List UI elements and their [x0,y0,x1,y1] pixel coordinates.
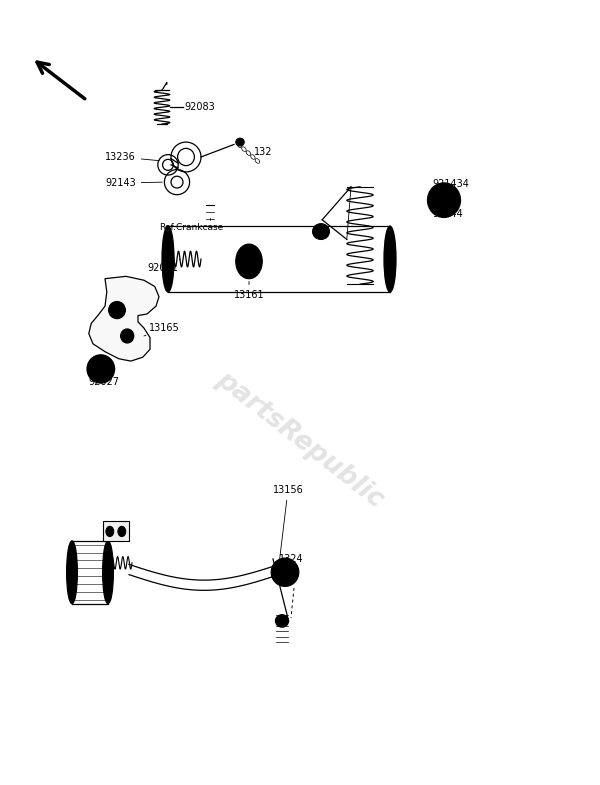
Text: 13236: 13236 [105,152,159,162]
Ellipse shape [103,541,113,604]
Ellipse shape [94,362,107,376]
Text: 13165: 13165 [144,323,179,336]
Ellipse shape [106,526,114,537]
Circle shape [236,244,262,279]
Text: partsRepublic: partsRepublic [211,367,389,513]
Polygon shape [89,276,159,361]
Text: 92083: 92083 [185,102,215,112]
Ellipse shape [109,301,125,319]
Text: 92143: 92143 [105,178,162,188]
Text: 92027: 92027 [89,377,120,386]
Text: Ref.Crankcase: Ref.Crankcase [159,218,223,232]
Ellipse shape [427,183,461,217]
Text: 13156: 13156 [272,485,304,561]
Ellipse shape [162,226,174,292]
Text: 92001: 92001 [147,259,180,273]
Ellipse shape [271,558,299,586]
Ellipse shape [121,329,134,343]
Ellipse shape [67,541,77,604]
Ellipse shape [313,224,329,239]
Text: 921434: 921434 [432,179,469,188]
Ellipse shape [87,355,115,383]
Ellipse shape [384,226,396,292]
Ellipse shape [275,615,289,627]
Text: 13161: 13161 [233,282,265,300]
Ellipse shape [436,192,452,209]
Polygon shape [103,521,129,541]
Ellipse shape [118,526,126,537]
Text: 92144: 92144 [432,209,463,218]
Text: 132: 132 [254,147,272,156]
Ellipse shape [236,138,244,146]
Text: 1324: 1324 [279,554,304,564]
Ellipse shape [280,567,290,578]
